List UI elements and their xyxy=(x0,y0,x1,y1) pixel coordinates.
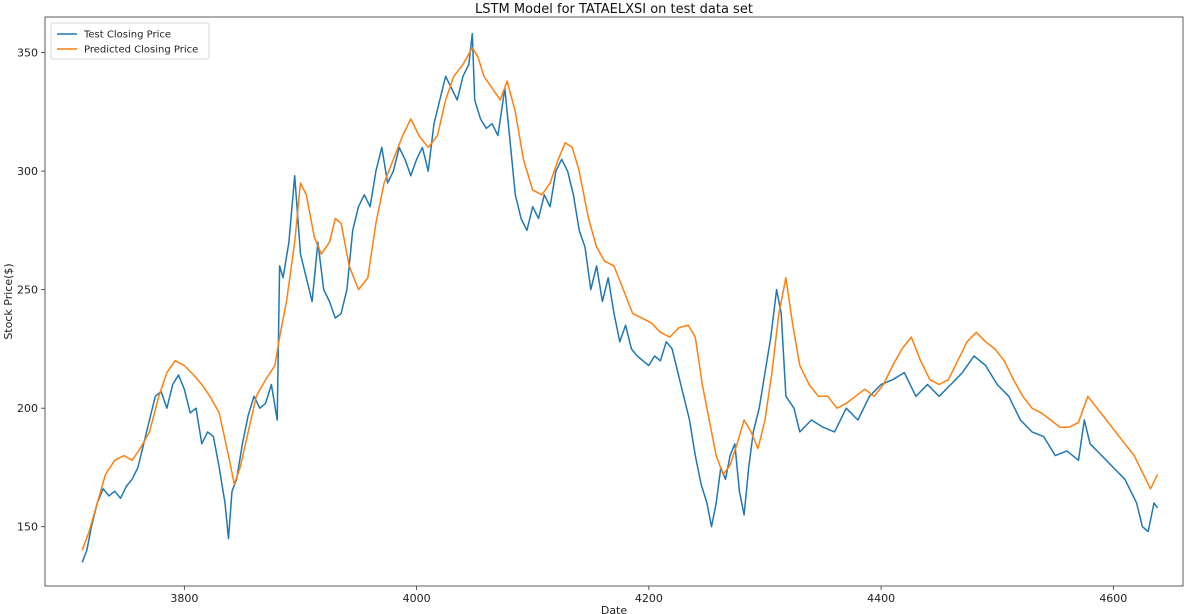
series-line-predicted xyxy=(81,47,1159,551)
y-tick-label: 200 xyxy=(17,402,38,415)
y-axis-label: Stock Price($) xyxy=(2,263,15,339)
x-tick-label: 4000 xyxy=(403,592,431,605)
legend-label: Test Closing Price xyxy=(83,30,171,41)
x-tick-label: 4400 xyxy=(867,592,895,605)
x-tick-label: 4200 xyxy=(635,592,663,605)
x-axis-label: Date xyxy=(601,604,628,614)
plot-frame xyxy=(44,16,1184,587)
chart-title: LSTM Model for TATAELXSI on test data se… xyxy=(475,2,753,17)
x-axis: 3800 4000 4200 4400 4600 xyxy=(170,586,1127,605)
y-tick-label: 300 xyxy=(17,165,38,178)
legend-label: Predicted Closing Price xyxy=(84,45,198,56)
y-tick-label: 350 xyxy=(17,47,38,60)
y-tick-label: 150 xyxy=(17,521,38,534)
x-tick-label: 3800 xyxy=(170,592,198,605)
y-axis: 150 200 250 300 350 xyxy=(17,47,45,534)
series-layer xyxy=(81,32,1159,563)
y-tick-label: 250 xyxy=(17,284,38,297)
series-line-test xyxy=(81,32,1159,563)
legend: Test Closing Price Predicted Closing Pric… xyxy=(50,22,210,60)
x-tick-label: 4600 xyxy=(1099,592,1127,605)
legend-box xyxy=(50,22,210,60)
